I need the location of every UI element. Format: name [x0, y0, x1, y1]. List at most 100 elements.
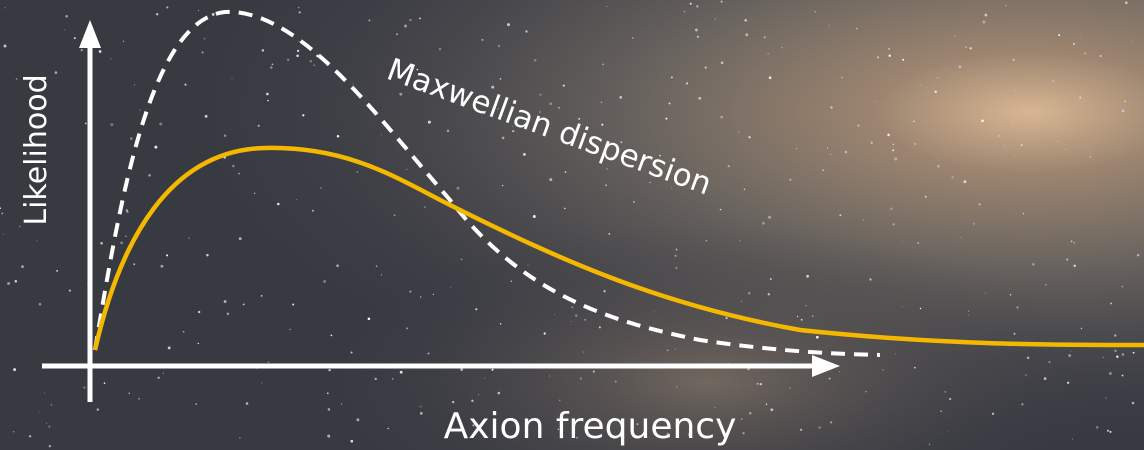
star — [882, 369, 884, 371]
star — [498, 45, 499, 46]
star — [298, 7, 299, 8]
star — [706, 240, 708, 242]
star — [1081, 328, 1083, 330]
star — [406, 327, 408, 329]
star — [206, 254, 209, 257]
star — [198, 311, 200, 313]
star — [940, 410, 942, 412]
star — [925, 196, 927, 198]
star — [36, 240, 37, 241]
star — [160, 265, 163, 268]
star — [254, 193, 255, 194]
star — [979, 203, 981, 205]
star — [368, 317, 371, 320]
star — [914, 143, 916, 145]
star — [1079, 97, 1081, 99]
star — [419, 17, 421, 19]
star — [133, 263, 135, 265]
star — [224, 300, 227, 303]
star — [1103, 357, 1104, 358]
star — [1100, 55, 1102, 57]
star — [148, 174, 151, 177]
star — [920, 308, 921, 309]
star — [558, 107, 560, 109]
star — [887, 134, 890, 137]
star — [498, 392, 501, 395]
star — [13, 368, 16, 371]
star — [1122, 110, 1125, 113]
star — [684, 11, 686, 13]
star — [903, 240, 904, 241]
star — [528, 265, 529, 266]
star — [409, 19, 411, 21]
star — [83, 387, 85, 389]
star — [1058, 141, 1059, 142]
star — [815, 11, 816, 12]
star — [715, 18, 716, 19]
star — [533, 215, 536, 218]
y-axis-label: Likelihood — [19, 74, 54, 225]
star — [243, 304, 245, 306]
star — [198, 343, 199, 344]
star — [674, 255, 676, 257]
star — [720, 209, 722, 211]
star — [327, 435, 330, 438]
star — [246, 402, 249, 405]
star — [937, 165, 940, 168]
star — [559, 400, 560, 401]
star — [949, 398, 951, 400]
star — [439, 48, 441, 50]
star — [554, 314, 555, 315]
star — [671, 77, 673, 79]
star — [970, 47, 972, 49]
star — [676, 386, 677, 387]
star — [1058, 34, 1060, 36]
star — [238, 173, 240, 175]
star — [768, 216, 771, 219]
star — [1114, 334, 1116, 336]
star — [888, 54, 890, 56]
star — [857, 124, 859, 126]
star — [461, 258, 463, 260]
star — [913, 120, 915, 122]
star — [571, 306, 573, 308]
star — [1125, 2, 1127, 4]
star — [299, 11, 301, 13]
star — [981, 120, 984, 123]
star — [310, 60, 313, 63]
star — [420, 406, 422, 408]
star — [433, 294, 434, 295]
star — [123, 41, 124, 42]
star — [49, 445, 52, 448]
star — [534, 59, 537, 62]
star — [166, 6, 168, 8]
star — [744, 189, 745, 190]
star — [615, 381, 617, 383]
star — [571, 321, 572, 322]
star — [313, 64, 315, 66]
star — [965, 46, 967, 48]
star — [51, 404, 52, 405]
star — [890, 207, 892, 209]
star — [744, 19, 747, 22]
star — [549, 375, 550, 376]
star — [968, 315, 969, 316]
star — [1005, 5, 1007, 7]
star — [381, 274, 382, 275]
star — [204, 38, 206, 40]
star — [491, 369, 493, 371]
star — [1016, 306, 1018, 308]
star — [55, 71, 58, 74]
star — [1072, 439, 1073, 440]
star — [984, 14, 987, 17]
star — [740, 240, 741, 241]
star — [1012, 121, 1013, 122]
star — [323, 280, 326, 283]
star — [877, 56, 879, 58]
star — [1096, 426, 1098, 428]
star — [184, 84, 186, 86]
x-axis-label: Axion frequency — [444, 406, 737, 447]
star — [797, 316, 798, 317]
star — [39, 412, 40, 413]
star — [816, 336, 819, 339]
